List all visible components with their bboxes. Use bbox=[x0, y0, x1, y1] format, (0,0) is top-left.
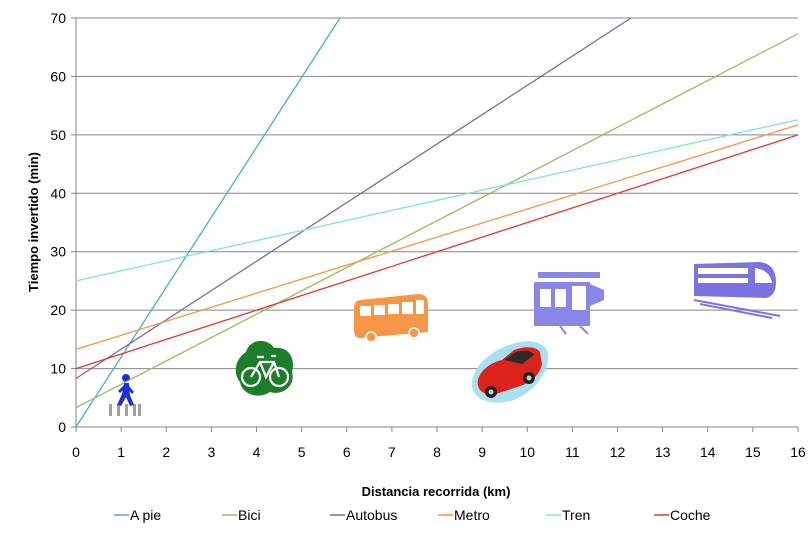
y-tick-label: 70 bbox=[50, 10, 66, 26]
x-tick-label: 3 bbox=[207, 444, 215, 460]
x-tick-label: 0 bbox=[72, 444, 80, 460]
y-tick-label: 0 bbox=[58, 419, 66, 435]
legend-label-bici: Bici bbox=[238, 507, 261, 523]
y-tick-label: 20 bbox=[50, 302, 66, 318]
x-tick-label: 13 bbox=[655, 444, 671, 460]
legend-label-coche: Coche bbox=[670, 507, 711, 523]
x-tick-label: 4 bbox=[253, 444, 261, 460]
metro-train-icon bbox=[534, 272, 604, 335]
bicycle-icon bbox=[235, 340, 294, 396]
x-tick-label: 1 bbox=[117, 444, 125, 460]
x-tick-label: 12 bbox=[610, 444, 626, 460]
y-tick-label: 10 bbox=[50, 361, 66, 377]
series-line-coche bbox=[75, 134, 799, 370]
legend-label-metro: Metro bbox=[454, 507, 490, 523]
bus-icon bbox=[354, 294, 428, 343]
x-tick-label: 9 bbox=[478, 444, 486, 460]
legend-label-a-pie: A pie bbox=[130, 507, 161, 523]
walking-person-icon bbox=[109, 374, 141, 416]
x-tick-label: 2 bbox=[162, 444, 170, 460]
x-tick-label: 8 bbox=[433, 444, 441, 460]
series-line-bici bbox=[75, 33, 799, 409]
x-tick-label: 10 bbox=[519, 444, 535, 460]
series-line-a-pie bbox=[75, 17, 341, 428]
series-line-tren bbox=[75, 119, 799, 282]
y-tick-label: 50 bbox=[50, 127, 66, 143]
x-tick-label: 5 bbox=[298, 444, 306, 460]
y-tick-label: 30 bbox=[50, 244, 66, 260]
y-axis-title: Tiempo invertido (min) bbox=[26, 152, 41, 292]
y-tick-label: 40 bbox=[50, 185, 66, 201]
series-lines bbox=[75, 17, 799, 428]
series-line-autobus bbox=[75, 17, 632, 380]
legend-label-autobus: Autobus bbox=[346, 507, 397, 523]
x-tick-label: 6 bbox=[343, 444, 351, 460]
y-tick-label: 60 bbox=[50, 68, 66, 84]
legend-label-tren: Tren bbox=[562, 507, 590, 523]
legend: A pie Bici Autobus Metro Tren Coche bbox=[114, 507, 711, 523]
x-tick-label: 14 bbox=[700, 444, 716, 460]
car-icon bbox=[472, 341, 549, 403]
train-icon bbox=[693, 262, 781, 319]
series-line-metro bbox=[75, 124, 799, 350]
x-axis-title: Distancia recorrida (km) bbox=[362, 484, 511, 499]
x-tick-label: 11 bbox=[565, 444, 580, 460]
mode-icons bbox=[109, 262, 781, 416]
x-tick-label: 16 bbox=[790, 444, 806, 460]
x-tick-label: 7 bbox=[388, 444, 396, 460]
x-tick-label: 15 bbox=[745, 444, 761, 460]
